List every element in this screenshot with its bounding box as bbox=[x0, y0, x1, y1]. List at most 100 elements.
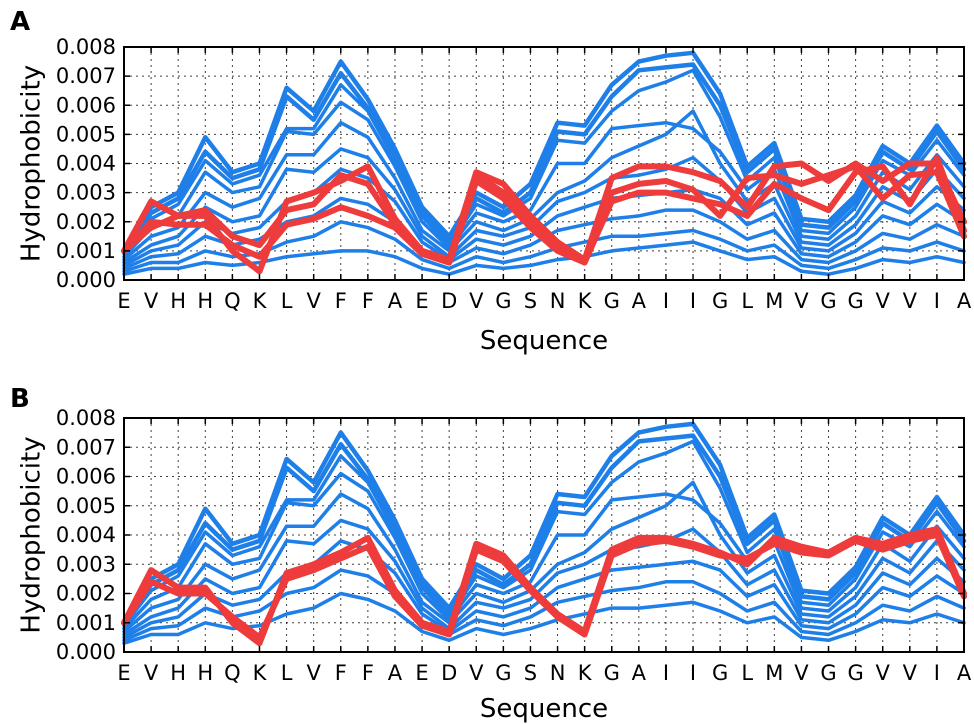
panel-letter-a: A bbox=[10, 7, 30, 37]
y-tick-label: 0.000 bbox=[56, 640, 116, 664]
x-tick-label: Q bbox=[224, 289, 241, 313]
x-tick-label: L bbox=[281, 661, 293, 685]
blue-series-line-b bbox=[121, 433, 967, 626]
red-series-group-b bbox=[121, 526, 967, 647]
x-tick-label: G bbox=[847, 661, 863, 685]
x-tick-label: V bbox=[306, 661, 321, 685]
x-tick-label: M bbox=[765, 289, 783, 313]
y-tick-label: 0.004 bbox=[56, 152, 116, 176]
x-tick-label: G bbox=[495, 661, 511, 685]
x-tick-label: L bbox=[741, 289, 753, 313]
blue-series-group-b bbox=[121, 421, 967, 645]
x-tick-label: H bbox=[170, 661, 186, 685]
y-ticks-b: 0.000 0.001 0.002 0.003 0.004 0.005 0.006 0.007… bbox=[56, 406, 964, 664]
red-series-group-a bbox=[121, 154, 967, 275]
x-axis-label-b: Sequence bbox=[480, 694, 608, 724]
x-tick-label: K bbox=[578, 289, 593, 313]
x-tick-label: I bbox=[690, 289, 696, 313]
x-tick-label: G bbox=[604, 289, 620, 313]
y-axis-label-a: Hydrophobicity bbox=[17, 65, 47, 262]
x-tick-label: V bbox=[794, 289, 809, 313]
x-tick-label: I bbox=[690, 661, 696, 685]
x-tick-label: V bbox=[144, 289, 159, 313]
blue-series-line-a bbox=[122, 147, 966, 265]
x-tick-label: G bbox=[495, 289, 511, 313]
x-tick-label: Q bbox=[224, 661, 241, 685]
y-ticks-a: 0.000 0.001 0.002 0.003 0.004 0.005 0.006 0.007… bbox=[56, 35, 964, 292]
y-axis-label-b: Hydrophobicity bbox=[17, 436, 47, 633]
red-series-line-b bbox=[121, 532, 967, 641]
x-tick-label: V bbox=[469, 661, 484, 685]
x-tick-label: A bbox=[957, 661, 972, 685]
x-tick-label: L bbox=[741, 661, 753, 685]
x-tick-label: V bbox=[794, 661, 809, 685]
y-tick-label: 0.002 bbox=[56, 210, 116, 234]
x-axis-label-a: Sequence bbox=[480, 326, 608, 356]
x-tick-label: G bbox=[820, 661, 836, 685]
x-tick-label: E bbox=[117, 289, 130, 313]
y-tick-label: 0.005 bbox=[56, 122, 116, 146]
x-tick-label: K bbox=[578, 661, 593, 685]
panel-a: A 0.0000.0010.0020.0030.0040.0050.0060.0… bbox=[10, 7, 972, 356]
x-tick-label: I bbox=[663, 289, 669, 313]
x-tick-label: A bbox=[957, 289, 972, 313]
x-tick-label: G bbox=[712, 661, 728, 685]
x-tick-label: D bbox=[441, 289, 457, 313]
x-tick-label: I bbox=[934, 289, 940, 313]
blue-series-line-b bbox=[122, 568, 966, 643]
y-tick-label: 0.008 bbox=[56, 406, 116, 430]
x-tick-label: V bbox=[903, 661, 918, 685]
blue-series-line-a bbox=[122, 68, 966, 256]
y-tick-label: 0.007 bbox=[56, 435, 116, 459]
y-tick-label: 0.004 bbox=[56, 523, 116, 547]
blue-series-line-a bbox=[122, 100, 966, 259]
x-tick-label: I bbox=[663, 661, 669, 685]
blue-series-line-a bbox=[122, 109, 966, 262]
x-tick-label: N bbox=[550, 661, 566, 685]
x-tick-label: K bbox=[253, 661, 268, 685]
x-tick-label: I bbox=[934, 661, 940, 685]
y-tick-label: 0.000 bbox=[56, 268, 116, 292]
x-tick-label: E bbox=[117, 661, 130, 685]
x-tick-label: F bbox=[335, 661, 347, 685]
x-tick-label: N bbox=[550, 289, 566, 313]
x-tick-label: S bbox=[524, 661, 537, 685]
x-tick-label: A bbox=[632, 661, 647, 685]
y-tick-label: 0.002 bbox=[56, 582, 116, 606]
y-tick-label: 0.001 bbox=[56, 239, 116, 263]
blue-series-line-b bbox=[122, 518, 966, 637]
red-series-line-a bbox=[121, 163, 967, 266]
panel-letter-b: B bbox=[10, 384, 30, 414]
blue-series-line-b bbox=[122, 480, 966, 634]
x-tick-label: G bbox=[604, 661, 620, 685]
x-tick-label: F bbox=[362, 661, 374, 685]
x-tick-label: F bbox=[362, 289, 374, 313]
x-tick-label: M bbox=[765, 661, 783, 685]
x-tick-label: H bbox=[197, 289, 213, 313]
x-tick-label: G bbox=[712, 289, 728, 313]
x-tick-label: V bbox=[876, 661, 891, 685]
y-tick-label: 0.003 bbox=[56, 181, 116, 205]
x-tick-label: A bbox=[632, 289, 647, 313]
x-tick-label: D bbox=[441, 661, 457, 685]
x-tick-label: V bbox=[144, 661, 159, 685]
blue-series-line-b bbox=[122, 439, 966, 628]
x-tick-label: L bbox=[281, 289, 293, 313]
x-tick-label: V bbox=[469, 289, 484, 313]
x-tick-label: G bbox=[820, 289, 836, 313]
panel-b: B 0.0000.0010.0020.0030.0040.0050.0060.0… bbox=[10, 384, 972, 724]
x-tick-label: G bbox=[847, 289, 863, 313]
y-tick-label: 0.001 bbox=[56, 611, 116, 635]
x-tick-label: E bbox=[415, 661, 428, 685]
x-tick-label: V bbox=[903, 289, 918, 313]
red-series-line-a bbox=[121, 154, 967, 266]
blue-series-line-b bbox=[122, 471, 966, 631]
y-tick-label: 0.008 bbox=[56, 35, 116, 59]
y-tick-label: 0.006 bbox=[56, 465, 116, 489]
x-tick-label: H bbox=[170, 289, 186, 313]
y-tick-label: 0.006 bbox=[56, 93, 116, 117]
y-tick-label: 0.007 bbox=[56, 64, 116, 88]
